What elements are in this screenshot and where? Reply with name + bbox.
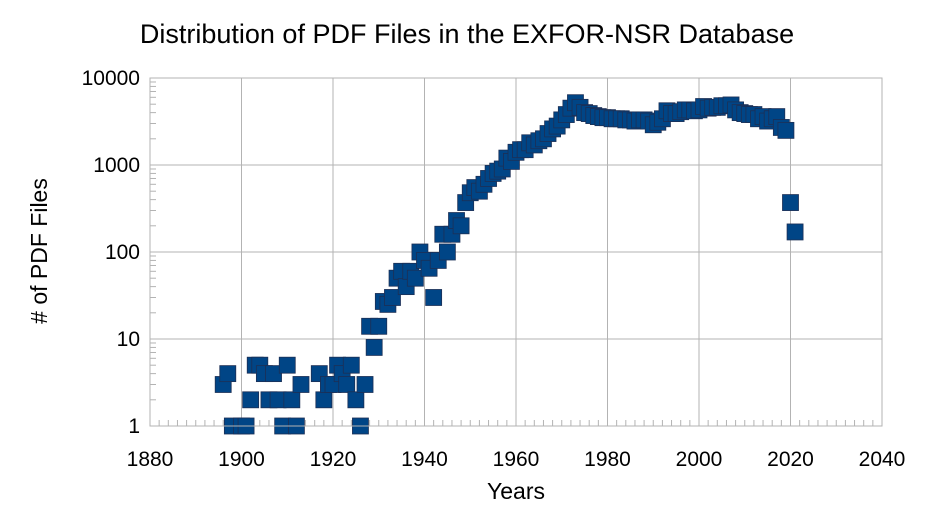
data-point	[438, 243, 456, 261]
x-tick-label: 1980	[584, 448, 631, 471]
data-point	[452, 217, 470, 235]
x-tick-label: 2000	[676, 448, 723, 471]
x-axis-label: Years	[487, 478, 545, 504]
y-tick-label: 10	[117, 328, 140, 351]
chart-title: Distribution of PDF Files in the EXFOR-N…	[140, 19, 794, 49]
data-point	[338, 376, 356, 393]
plot-area	[149, 77, 883, 427]
y-axis-label: # of PDF Files	[26, 178, 52, 324]
data-point	[265, 365, 282, 383]
data-point	[370, 317, 388, 335]
data-points	[214, 94, 804, 435]
x-tick-label: 1960	[493, 448, 540, 471]
x-tick-label: 1880	[127, 448, 174, 471]
data-point	[782, 194, 799, 211]
data-point	[347, 391, 365, 409]
y-tick-label: 1	[128, 415, 140, 438]
x-tick-label: 2020	[767, 448, 814, 471]
x-tick-label: 1940	[401, 448, 448, 471]
data-point	[384, 289, 401, 306]
data-point	[315, 391, 333, 409]
data-point	[365, 339, 383, 356]
data-point	[219, 365, 237, 383]
data-point	[356, 376, 374, 393]
data-point	[242, 391, 260, 409]
data-point	[777, 121, 795, 139]
data-point	[292, 376, 310, 393]
y-tick-label: 10000	[82, 67, 140, 90]
y-axis-ticks: 1 10 100 1000 10000	[82, 67, 140, 438]
data-point	[283, 391, 301, 409]
y-tick-label: 1000	[93, 154, 140, 177]
x-axis-ticks: 1880 1900 1920 1940 1960 1980 2000 2020 2040	[127, 448, 906, 471]
data-point	[406, 269, 424, 287]
data-point	[425, 289, 443, 306]
data-point	[278, 356, 296, 374]
x-tick-label: 1920	[310, 448, 357, 471]
x-tick-label: 2040	[859, 448, 906, 471]
x-tick-label: 1900	[218, 448, 265, 471]
y-tick-label: 100	[105, 241, 140, 264]
data-point	[342, 356, 360, 374]
data-point	[786, 223, 804, 241]
